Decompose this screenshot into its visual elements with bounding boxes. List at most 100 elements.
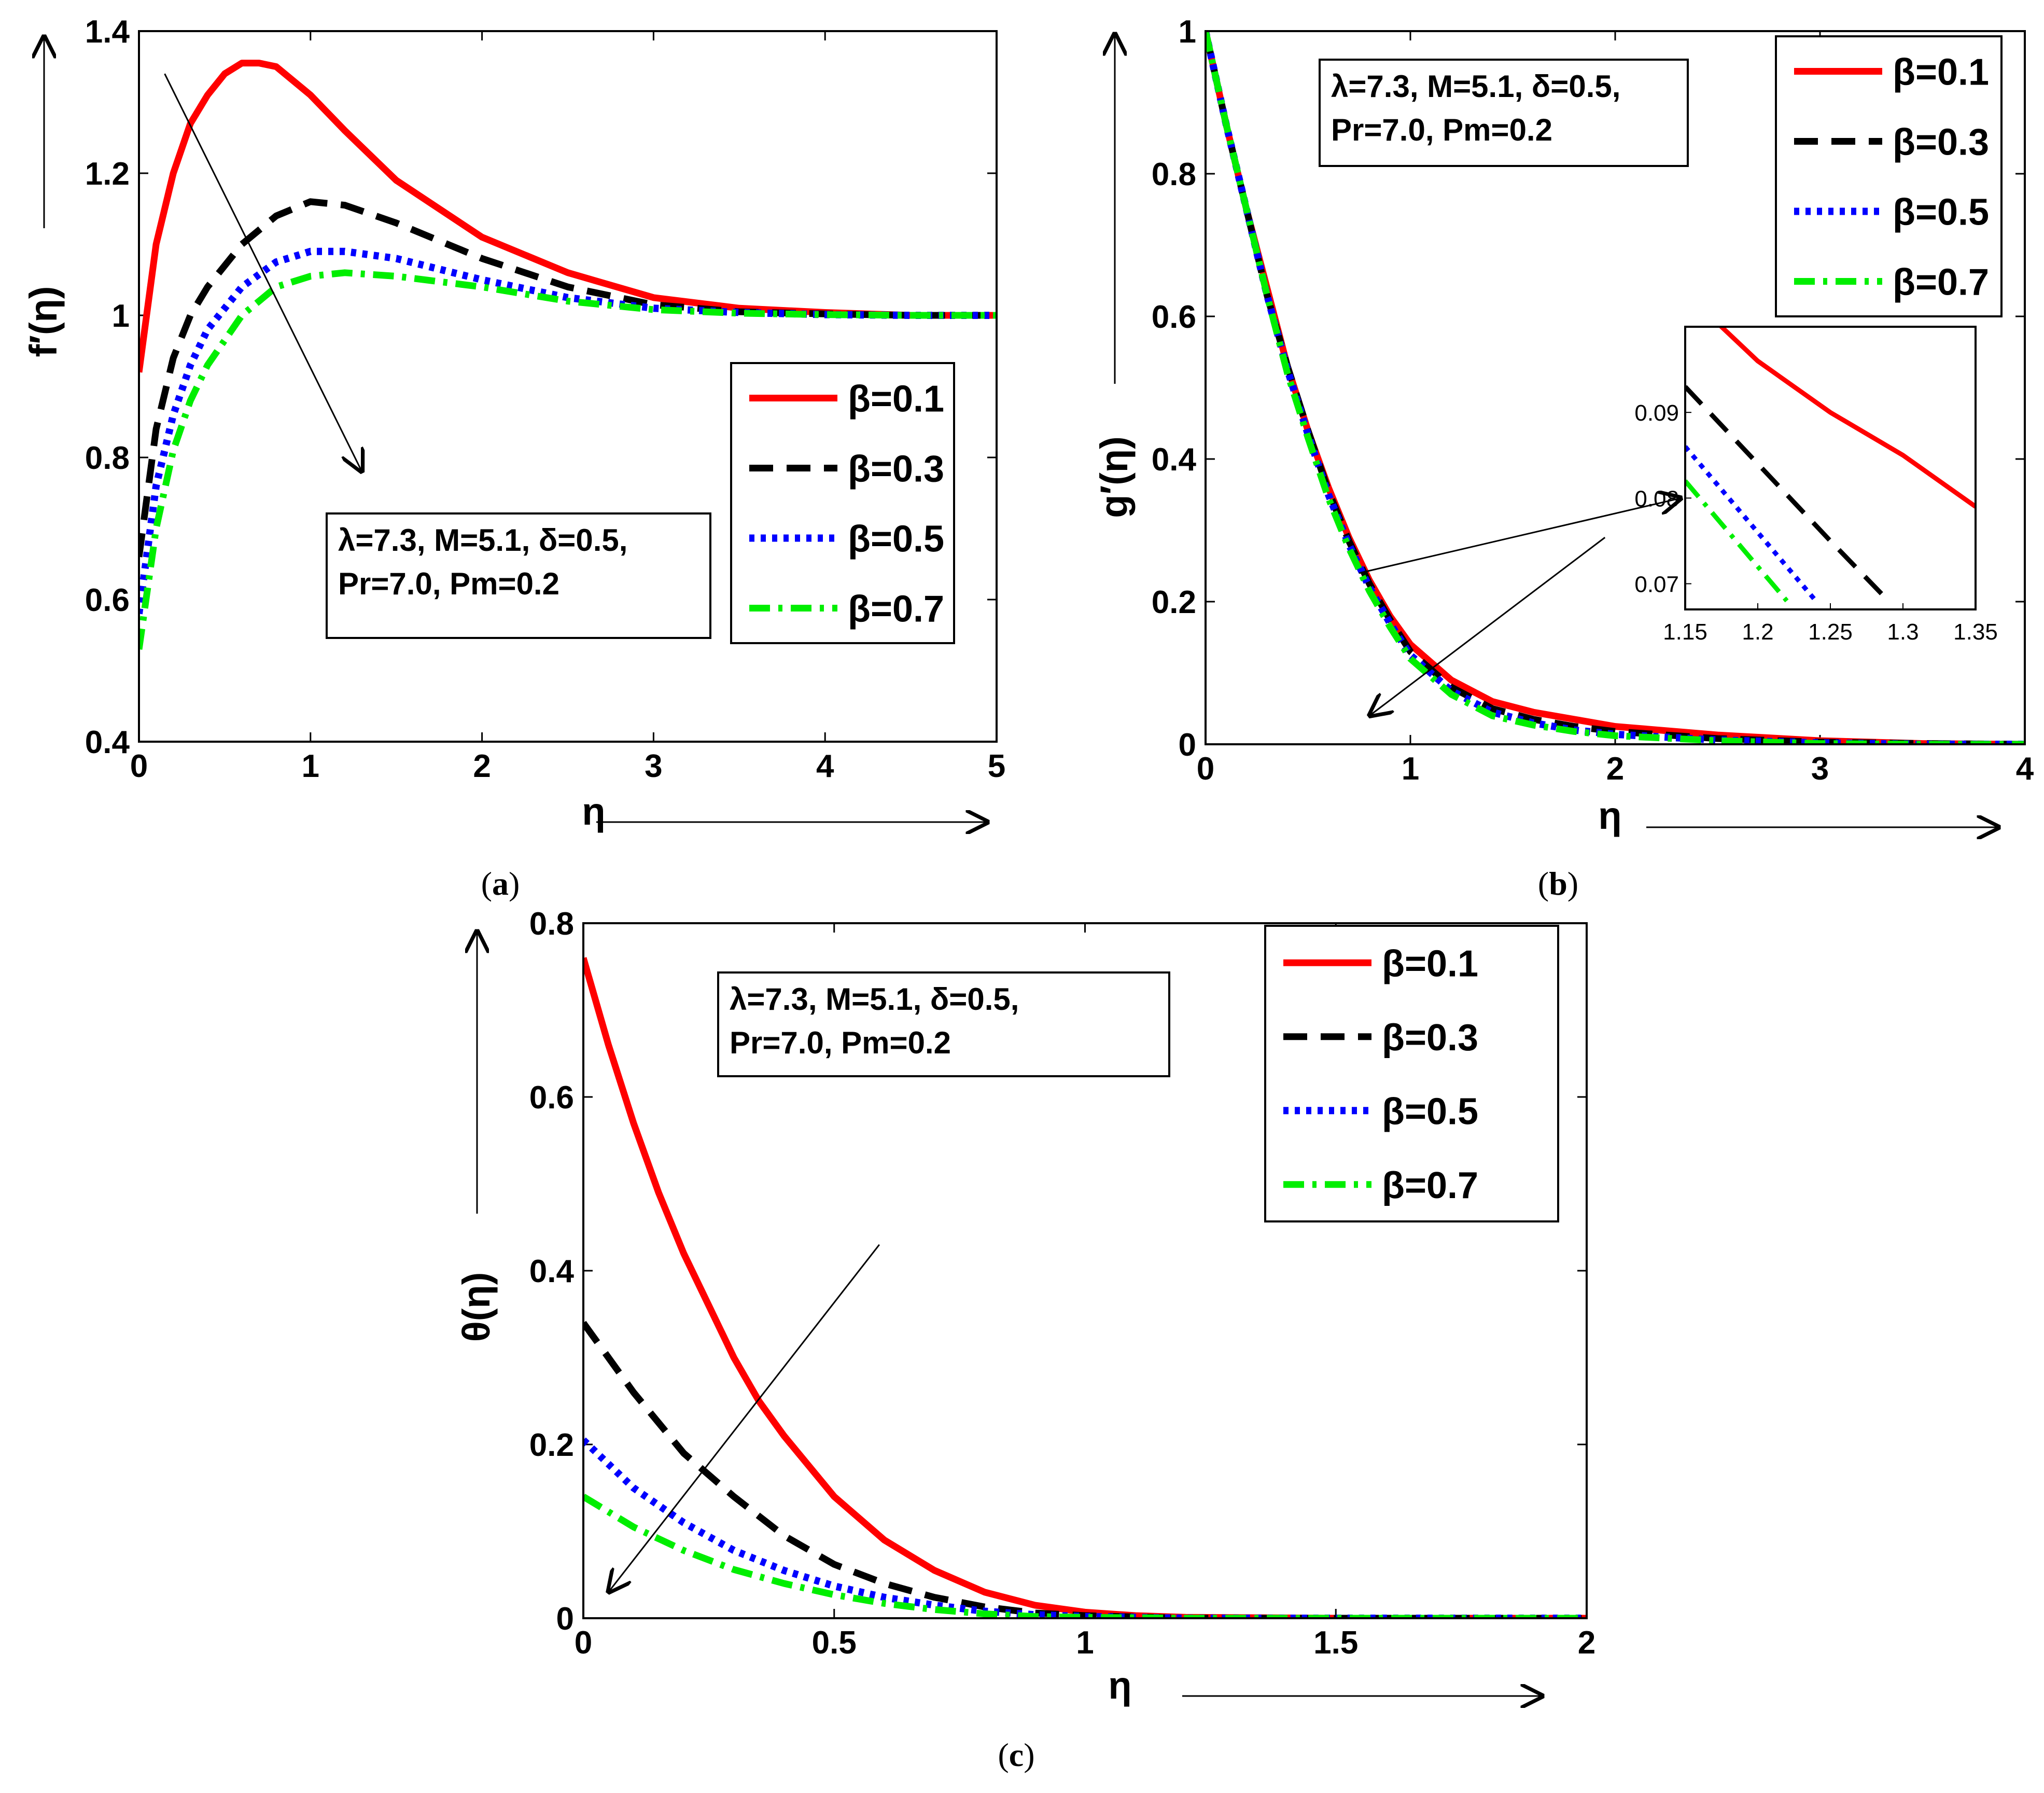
legend-label: β=0.1 bbox=[848, 379, 944, 420]
x-tick-label: 0 bbox=[1197, 751, 1214, 787]
inset-series-line bbox=[1685, 479, 1789, 603]
y-tick-label: 0.6 bbox=[1152, 299, 1196, 335]
inset-frame-bg bbox=[1684, 326, 1977, 610]
legend-label: β=0.5 bbox=[1382, 1091, 1478, 1132]
inset-y-tick-label: 0.09 bbox=[1634, 400, 1679, 426]
panel-caption-letter: c bbox=[1009, 1736, 1024, 1773]
x-tick-label: 2 bbox=[1578, 1625, 1595, 1661]
legend-box bbox=[1264, 925, 1559, 1222]
panel-caption: (a) bbox=[481, 865, 520, 902]
panel-caption: (c) bbox=[998, 1736, 1034, 1773]
y-tick-label: 1 bbox=[1179, 14, 1196, 50]
y-tick-label: 0.4 bbox=[1152, 442, 1197, 478]
x-tick-label: 1 bbox=[1402, 751, 1419, 787]
legend-label: β=0.3 bbox=[848, 449, 944, 490]
y-tick-label: 1.2 bbox=[85, 156, 130, 192]
x-tick-label: 0.5 bbox=[812, 1625, 857, 1661]
legend-box bbox=[730, 362, 955, 644]
inset-x-tick-label: 1.35 bbox=[1953, 619, 1998, 645]
x-axis-label: η bbox=[582, 790, 605, 833]
y-axis-label: f′(η) bbox=[22, 286, 65, 357]
series-line-05 bbox=[139, 247, 997, 615]
annotation-text: λ=7.3, M=5.1, δ=0.5, bbox=[1331, 69, 1620, 104]
y-tick-label: 0.8 bbox=[1152, 157, 1196, 192]
x-tick-label: 2 bbox=[1606, 751, 1624, 787]
x-tick-label: 3 bbox=[645, 748, 662, 784]
y-tick-label: 0 bbox=[556, 1601, 574, 1637]
series-group bbox=[1206, 31, 2025, 744]
y-tick-label: 0.4 bbox=[85, 725, 130, 760]
series-line-03 bbox=[1206, 31, 2025, 744]
zoom-pointer-arrow bbox=[1359, 498, 1681, 574]
annotation-box bbox=[1319, 59, 1689, 167]
annotation-text: λ=7.3, M=5.1, δ=0.5, bbox=[730, 982, 1019, 1017]
legend-label: β=0.1 bbox=[1382, 943, 1478, 984]
inset-series-line bbox=[1685, 385, 1891, 603]
annotation-text: Pr=7.0, Pm=0.2 bbox=[730, 1025, 951, 1060]
inset-series-group bbox=[1685, 327, 1976, 603]
inset-y-tick-label: 0.07 bbox=[1634, 572, 1679, 597]
x-tick-label: 4 bbox=[2016, 751, 2034, 787]
y-tick-label: 0.6 bbox=[529, 1080, 574, 1116]
y-tick-label: 0.2 bbox=[529, 1427, 574, 1463]
inset-x-tick-label: 1.25 bbox=[1808, 619, 1853, 645]
y-axis-label: g′(η) bbox=[1093, 436, 1136, 518]
inset-x-tick-label: 1.15 bbox=[1663, 619, 1707, 645]
annotation-text: λ=7.3, M=5.1, δ=0.5, bbox=[338, 523, 627, 558]
plot-frame bbox=[582, 922, 1588, 1619]
inset-group: 1.15 1.2 1.25 1.3 1.350.070.080.09 bbox=[1634, 326, 1998, 645]
x-tick-label: 1 bbox=[302, 748, 319, 784]
y-tick-label: 0 bbox=[1179, 727, 1196, 763]
x-tick-label: 0 bbox=[575, 1625, 592, 1661]
series-line-03 bbox=[583, 1321, 1587, 1618]
inset-series-line bbox=[1718, 327, 1976, 509]
y-axis-label: θ(η) bbox=[455, 1272, 498, 1342]
trend-arrow bbox=[164, 73, 362, 471]
annotation-box bbox=[326, 512, 711, 639]
legend-label: β=0.7 bbox=[1893, 262, 1989, 303]
series-line-07 bbox=[139, 269, 997, 650]
x-tick-label: 3 bbox=[1811, 751, 1829, 787]
plot-frame bbox=[138, 30, 998, 743]
y-tick-label: 0.8 bbox=[85, 440, 130, 476]
annotation-text: Pr=7.0, Pm=0.2 bbox=[338, 566, 559, 601]
y-tick-label: 1 bbox=[112, 298, 130, 334]
trend-arrow bbox=[1369, 537, 1606, 716]
x-tick-label: 1.5 bbox=[1313, 1625, 1358, 1661]
series-group bbox=[139, 60, 997, 650]
y-tick-label: 0.6 bbox=[85, 582, 130, 618]
legend-label: β=0.5 bbox=[1893, 192, 1989, 233]
annotation-text: Pr=7.0, Pm=0.2 bbox=[1331, 113, 1552, 147]
panel-b: 0 1 2 3 4 0 0.2 0.4 0.6 0.8 1 λ=7.3, M=5.1, δ=0.5, P… bbox=[1093, 14, 2034, 902]
legend-label: β=0.1 bbox=[1893, 52, 1989, 93]
x-axis-label: η bbox=[1108, 1664, 1131, 1707]
panel-caption-letter: a bbox=[492, 865, 509, 902]
panel-caption-letter: b bbox=[1549, 865, 1567, 902]
legend-label: β=0.7 bbox=[1382, 1165, 1478, 1206]
series-line-01 bbox=[139, 60, 997, 373]
legend-label: β=0.3 bbox=[1893, 122, 1989, 163]
plot-frame bbox=[1205, 30, 2026, 745]
inset-series-line bbox=[1685, 445, 1818, 603]
panel-a: 0 1 2 3 4 5 0.4 0.6 0.8 1 1.2 1.4 λ=7.3, M=5.1, δ=0.… bbox=[22, 14, 1005, 902]
legend-label: β=0.5 bbox=[848, 519, 944, 560]
x-tick-label: 1 bbox=[1076, 1625, 1094, 1661]
legend-label: β=0.7 bbox=[848, 589, 944, 630]
series-line-07 bbox=[583, 1493, 1587, 1618]
trend-arrow bbox=[608, 1244, 880, 1592]
y-tick-label: 0.4 bbox=[529, 1254, 575, 1289]
x-tick-label: 0 bbox=[130, 748, 148, 784]
panel-c: 0 0.5 1 1.5 2 0 0.2 0.4 0.6 0.8 λ=7.3, M=5.1, δ=0.… bbox=[455, 906, 1595, 1773]
x-tick-label: 2 bbox=[473, 748, 491, 784]
inset-x-tick-label: 1.3 bbox=[1887, 619, 1919, 645]
panel-caption: (b) bbox=[1538, 865, 1578, 902]
x-tick-label: 5 bbox=[988, 748, 1005, 784]
annotation-box bbox=[717, 971, 1170, 1077]
y-tick-label: 0.8 bbox=[529, 906, 574, 942]
y-tick-label: 1.4 bbox=[85, 14, 130, 50]
x-axis-label: η bbox=[1598, 794, 1621, 837]
x-tick-label: 4 bbox=[816, 748, 834, 784]
inset-x-tick-label: 1.2 bbox=[1742, 619, 1773, 645]
legend-box bbox=[1775, 35, 2003, 317]
